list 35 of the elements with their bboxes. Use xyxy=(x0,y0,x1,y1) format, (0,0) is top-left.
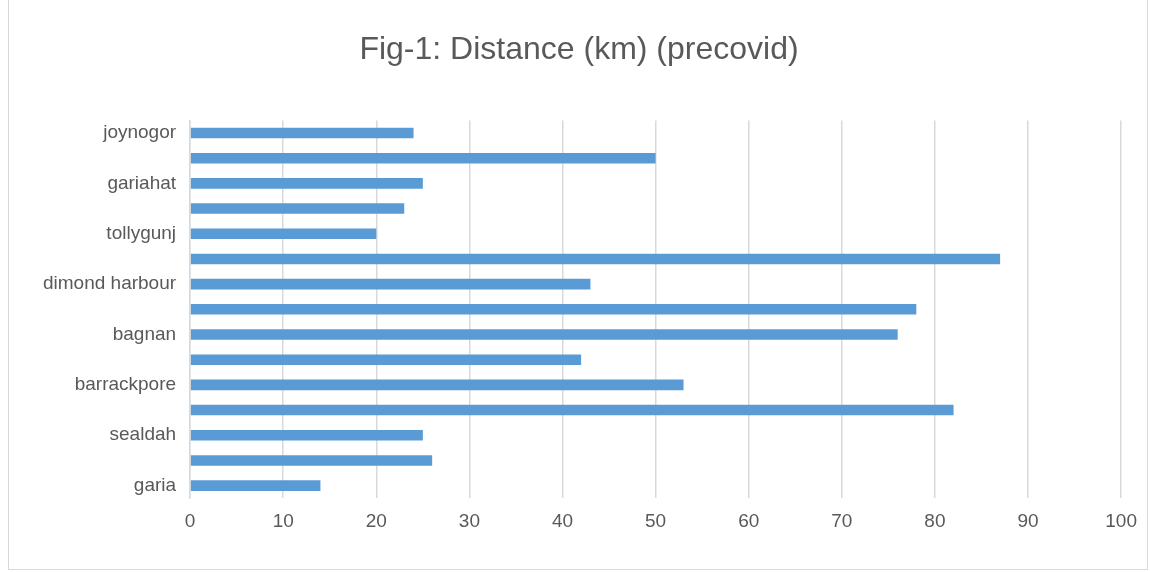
x-tick-label: 30 xyxy=(458,509,480,531)
x-tick-label: 40 xyxy=(551,509,574,531)
y-tick-label: barrackpore xyxy=(74,373,177,395)
y-tick-label: garia xyxy=(133,473,177,495)
bar xyxy=(190,379,684,391)
y-tick-label: sealdah xyxy=(109,423,177,445)
x-tick-label: 10 xyxy=(272,509,294,531)
x-tick-label: 90 xyxy=(1017,509,1039,531)
bar xyxy=(190,304,917,315)
bar xyxy=(190,203,405,214)
bar xyxy=(190,404,954,416)
y-tick-label: joynogor xyxy=(102,121,177,143)
bar xyxy=(190,278,591,290)
bar xyxy=(190,152,656,164)
bar xyxy=(190,455,433,466)
bar xyxy=(190,178,423,189)
y-tick-label: dimond harbour xyxy=(42,272,177,294)
x-tick-label: 80 xyxy=(924,509,946,531)
x-tick-label: 20 xyxy=(365,509,387,531)
chart-title: Fig-1: Distance (km) (precovid) xyxy=(358,30,800,67)
x-tick-label: 50 xyxy=(645,509,667,531)
x-tick-label: 60 xyxy=(738,509,760,531)
bar xyxy=(190,127,414,139)
bar xyxy=(190,429,423,441)
y-tick-label: bagnan xyxy=(112,322,177,344)
bar xyxy=(190,354,582,365)
x-tick-label: 70 xyxy=(831,509,853,531)
bar xyxy=(190,329,898,340)
y-tick-label: tollygunj xyxy=(106,221,177,243)
bar xyxy=(190,480,321,491)
y-tick-label: gariahat xyxy=(107,171,177,193)
bar xyxy=(190,253,1001,265)
x-tick-label: 100 xyxy=(1105,509,1137,531)
bar xyxy=(190,228,377,240)
x-tick-label: 0 xyxy=(184,509,196,531)
